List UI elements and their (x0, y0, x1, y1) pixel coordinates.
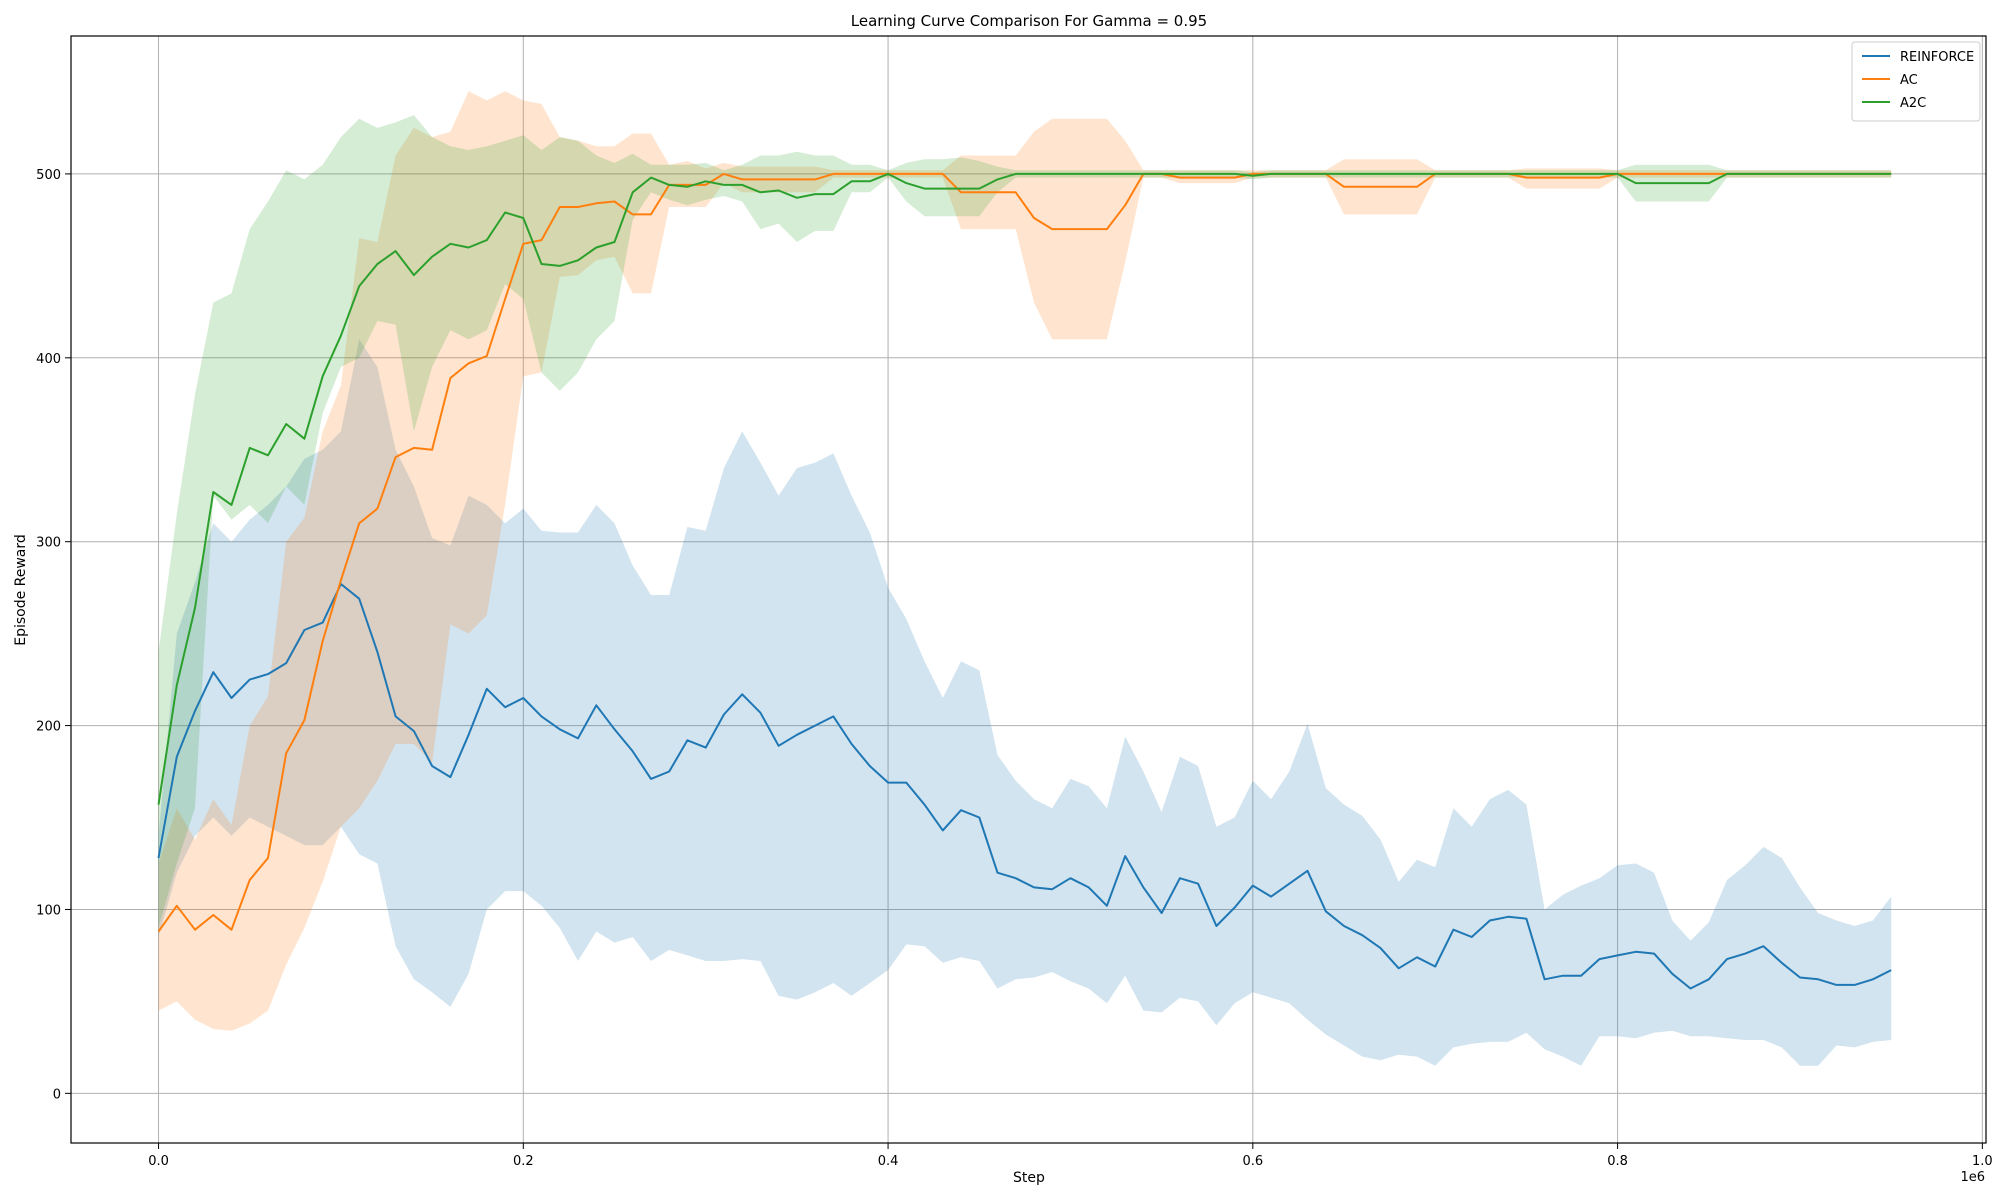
grid (71, 36, 1986, 1143)
x-tick-label: 0.6 (1242, 1154, 1263, 1169)
x-tick-label: 0.0 (148, 1154, 169, 1169)
y-tick-label: 400 (36, 352, 61, 367)
x-axis-scale-label: 1e6 (1960, 1170, 1985, 1185)
y-tick-label: 200 (36, 720, 61, 735)
y-axis-ticks: 0 100 200 300 400 500 (36, 168, 71, 1102)
plot-area-frame (70, 35, 1987, 1144)
legend-label-ac: AC (1900, 73, 1918, 88)
chart-title: Learning Curve Comparison For Gamma = 0.… (851, 12, 1207, 30)
a2c-band (158, 115, 1892, 928)
a2c-line (157, 172, 1892, 805)
reinforce-line (157, 583, 1892, 990)
legend-label-a2c: A2C (1900, 96, 1926, 111)
x-tick-label: 1.0 (1972, 1154, 1993, 1169)
y-axis-title: Episode Reward (13, 534, 29, 646)
confidence-bands (158, 91, 1892, 1066)
reinforce-band (158, 339, 1892, 1066)
y-tick-label: 300 (36, 536, 61, 551)
y-tick-label: 100 (36, 903, 61, 918)
x-tick-label: 0.8 (1607, 1154, 1628, 1169)
series-lines (157, 172, 1892, 990)
ac-line (157, 172, 1892, 933)
legend-label-reinforce: REINFORCE (1900, 50, 1974, 65)
x-axis-ticks: 0.0 0.2 0.4 0.6 0.8 1.0 (148, 1143, 1993, 1169)
y-tick-label: 0 (53, 1087, 61, 1102)
legend: REINFORCE AC A2C (1851, 41, 1981, 122)
x-axis-title: Step (1013, 1170, 1045, 1186)
x-tick-label: 0.4 (878, 1154, 899, 1169)
y-tick-label: 500 (36, 168, 61, 183)
x-tick-label: 0.2 (513, 1154, 534, 1169)
